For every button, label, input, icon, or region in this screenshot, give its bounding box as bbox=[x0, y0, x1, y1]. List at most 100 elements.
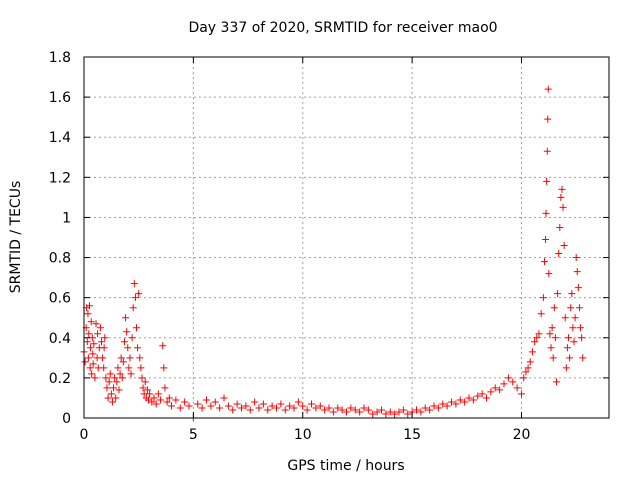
data-point bbox=[86, 364, 94, 372]
x-tick-label: 10 bbox=[294, 427, 312, 443]
data-point bbox=[106, 370, 114, 378]
data-point bbox=[571, 314, 579, 322]
data-point bbox=[569, 324, 577, 332]
data-point bbox=[553, 378, 560, 386]
data-point bbox=[176, 404, 184, 412]
data-point bbox=[91, 374, 99, 382]
data-point bbox=[152, 400, 160, 408]
data-point bbox=[286, 402, 294, 410]
data-point bbox=[246, 406, 254, 414]
data-point bbox=[154, 390, 162, 398]
data-point bbox=[378, 406, 385, 414]
data-point bbox=[391, 410, 399, 418]
data-point bbox=[128, 334, 136, 342]
data-point bbox=[103, 384, 111, 392]
data-point bbox=[557, 193, 565, 201]
data-point bbox=[100, 344, 108, 352]
data-point bbox=[562, 364, 570, 372]
data-point bbox=[347, 404, 355, 412]
data-point bbox=[268, 402, 276, 410]
data-point bbox=[98, 338, 105, 346]
data-point bbox=[216, 404, 224, 412]
data-point bbox=[561, 314, 569, 322]
data-point bbox=[123, 328, 131, 336]
data-point bbox=[578, 334, 586, 342]
data-point bbox=[131, 294, 139, 302]
data-point bbox=[88, 370, 96, 378]
grid-lines bbox=[84, 57, 609, 418]
data-point bbox=[360, 404, 368, 412]
data-point bbox=[117, 354, 125, 362]
x-tick-label: 20 bbox=[513, 427, 531, 443]
data-point bbox=[547, 344, 555, 352]
data-point bbox=[334, 404, 342, 412]
data-point bbox=[546, 330, 554, 338]
data-point bbox=[452, 400, 460, 408]
data-point bbox=[465, 394, 473, 402]
data-point bbox=[207, 402, 215, 410]
data-point bbox=[535, 330, 543, 338]
data-point bbox=[321, 406, 329, 414]
y-axis-label: SRMTID / TECUs bbox=[8, 181, 24, 294]
data-point bbox=[211, 398, 219, 406]
data-point bbox=[524, 364, 532, 372]
data-point bbox=[89, 360, 97, 368]
y-tick-label: 0.4 bbox=[49, 331, 71, 347]
chart-title: Day 337 of 2020, SRMTID for receiver mao… bbox=[188, 20, 497, 36]
data-point bbox=[150, 394, 158, 402]
y-tick-label: 1.2 bbox=[49, 170, 71, 186]
data-point bbox=[491, 384, 499, 392]
data-point bbox=[478, 390, 486, 398]
data-point bbox=[264, 406, 272, 414]
data-point bbox=[572, 254, 580, 262]
data-point bbox=[518, 390, 525, 398]
data-point bbox=[104, 394, 112, 402]
data-point bbox=[277, 400, 285, 408]
y-tick-label: 1.6 bbox=[49, 90, 71, 106]
data-point bbox=[531, 338, 539, 346]
data-point bbox=[504, 374, 512, 382]
data-point bbox=[543, 147, 551, 155]
data-point bbox=[85, 302, 93, 310]
y-tick-label: 0.8 bbox=[49, 251, 71, 267]
data-point bbox=[165, 394, 173, 402]
y-tick-label: 1 bbox=[62, 210, 71, 226]
data-point bbox=[105, 378, 113, 386]
data-point bbox=[550, 304, 558, 312]
data-point bbox=[544, 85, 552, 93]
data-point bbox=[81, 358, 89, 366]
data-point bbox=[520, 374, 528, 382]
data-point bbox=[413, 406, 420, 414]
data-point bbox=[456, 396, 464, 404]
data-point bbox=[364, 406, 372, 414]
data-point bbox=[168, 402, 175, 410]
data-point bbox=[487, 388, 495, 396]
data-point bbox=[251, 398, 259, 406]
data-point bbox=[137, 364, 145, 372]
data-point bbox=[87, 344, 95, 352]
data-point bbox=[430, 402, 438, 410]
data-point bbox=[558, 185, 566, 193]
data-point bbox=[148, 398, 156, 406]
data-point bbox=[133, 324, 140, 332]
data-point bbox=[113, 378, 121, 386]
y-tick-label: 0.6 bbox=[49, 291, 71, 307]
data-point bbox=[483, 394, 490, 402]
data-point bbox=[308, 400, 315, 408]
data-point bbox=[92, 320, 100, 328]
y-tick-label: 0.2 bbox=[49, 371, 71, 387]
data-point bbox=[124, 344, 132, 352]
data-point bbox=[548, 324, 556, 332]
y-tick-label: 1.4 bbox=[49, 130, 71, 146]
data-point bbox=[129, 304, 137, 312]
data-point bbox=[143, 386, 151, 394]
data-point bbox=[540, 258, 548, 266]
data-point bbox=[122, 314, 130, 322]
data-point bbox=[111, 374, 119, 382]
data-point bbox=[99, 354, 107, 362]
data-point bbox=[294, 398, 302, 406]
data-point bbox=[87, 318, 95, 326]
data-point bbox=[539, 294, 547, 302]
data-point bbox=[112, 394, 120, 402]
data-point bbox=[545, 270, 553, 278]
